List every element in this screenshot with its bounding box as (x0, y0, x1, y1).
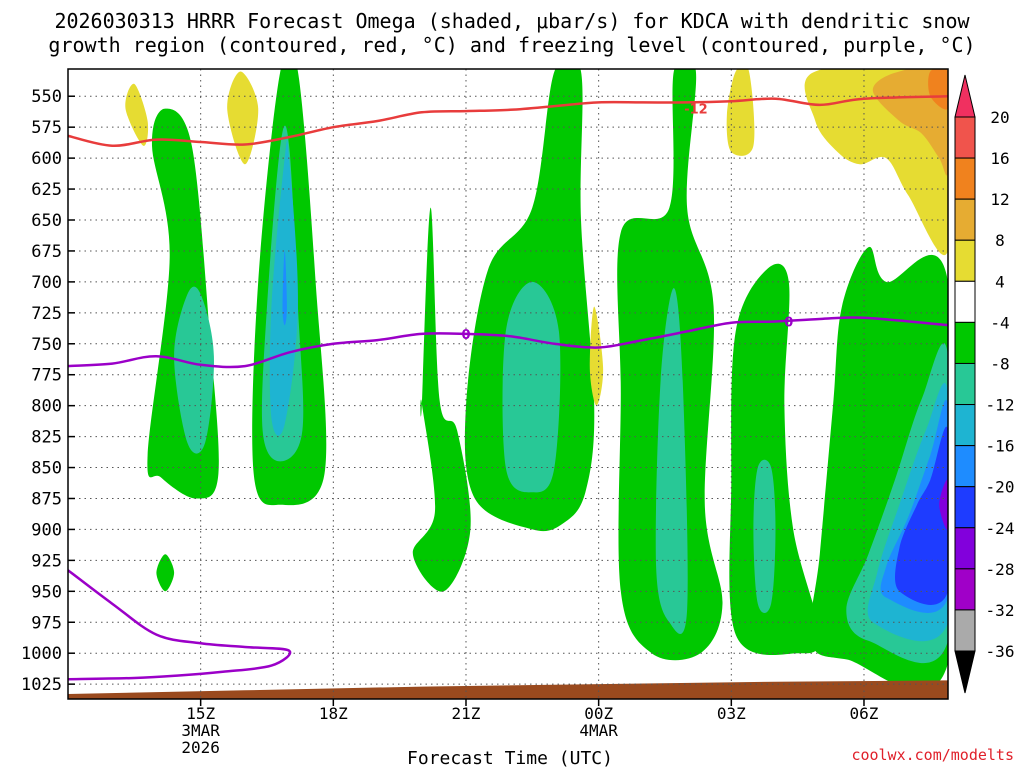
y-tick-label-625: 625 (31, 180, 62, 200)
plot-frame (67, 68, 949, 700)
y-tick-label-950: 950 (31, 582, 62, 602)
y-tick-label-975: 975 (31, 613, 62, 633)
terrain-ground (68, 680, 948, 699)
omega-region-neg4-2 (412, 207, 471, 592)
colorbar-segment-2 (954, 198, 976, 241)
omega-region-neg20-0 (895, 426, 948, 605)
y-tick-label-875: 875 (31, 489, 62, 509)
dendritic-contour-line-label: -12 (684, 103, 708, 118)
terrain-layer (68, 680, 948, 699)
x-tick-label-18Z-0: 18Z (319, 704, 348, 723)
contour-layer: -12 0 0 (68, 94, 948, 681)
x-tick-label-15Z-2: 2026 (181, 738, 220, 757)
y-tick-label-1000: 1000 (21, 644, 62, 664)
x-tick-label-00Z-1: 4MAR (579, 721, 618, 740)
omega-region-pos4-1 (227, 71, 259, 165)
y-tick-label-900: 900 (31, 520, 62, 540)
colorbar-tick-label-10: -24 (986, 519, 1015, 538)
colorbar-tick-label-6: -8 (990, 354, 1009, 373)
colorbar-tick-label-2: 12 (990, 190, 1009, 209)
grid-layer (68, 69, 948, 699)
x-tick-label-21Z-0: 21Z (452, 704, 481, 723)
colorbar-tick-label-7: -12 (986, 396, 1015, 415)
y-tick-label-1025: 1025 (21, 675, 62, 695)
y-tick-label-575: 575 (31, 118, 62, 138)
colorbar-top-arrow (954, 74, 976, 118)
colorbar-tick-label-3: 8 (995, 231, 1005, 250)
omega-region-neg4-5 (729, 263, 820, 655)
freezing-level-contour-1 (68, 569, 292, 681)
colorbar-segment-3 (954, 239, 976, 282)
omega-region-neg4-7 (156, 554, 175, 592)
omega-region-neg8-4 (753, 459, 776, 613)
colorbar-tick-label-0: 20 (990, 108, 1009, 127)
y-tick-label-750: 750 (31, 335, 62, 355)
y-tick-label-675: 675 (31, 242, 62, 262)
colorbar-tick-label-9: -20 (986, 478, 1015, 497)
omega-region-pos4-2 (589, 306, 604, 406)
freezing-level-contour-label-2: 0 (784, 315, 793, 330)
omega-region-pos4-3 (726, 69, 755, 156)
omega-region-neg16-0 (282, 250, 287, 326)
colorbar-segment-7 (954, 404, 976, 447)
x-tick-label-00Z-0: 00Z (584, 704, 613, 723)
colorbar-tick-label-13: -36 (986, 642, 1015, 661)
colorbar-tick-label-1: 16 (990, 149, 1009, 168)
y-tick-label-800: 800 (31, 397, 62, 417)
y-tick-label-700: 700 (31, 273, 62, 293)
omega-region-neg8-0 (174, 286, 214, 454)
colorbar-tick-label-8: -16 (986, 437, 1015, 456)
y-tick-label-650: 650 (31, 211, 62, 231)
x-tick-label-15Z-1: 3MAR (181, 721, 220, 740)
watermark: coolwx.com/modelts (851, 746, 1014, 764)
colorbar-bottom-arrow (954, 650, 976, 694)
colorbar-segment-4 (954, 280, 976, 323)
colorbar-segment-11 (954, 568, 976, 611)
y-tick-label-925: 925 (31, 551, 62, 571)
chart-title-line2: growth region (contoured, red, °C) and f… (48, 33, 975, 57)
omega-region-pos4-0 (125, 83, 149, 146)
omega-region-neg4-0 (147, 108, 219, 499)
x-axis-title: Forecast Time (UTC) (407, 748, 613, 768)
colorbar-segment-5 (954, 321, 976, 364)
colorbar-segment-0 (954, 116, 976, 159)
colorbar-segment-9 (954, 486, 976, 529)
y-axis: 550 575 600 625 650 675 700 725 750 775 800 825 850 8… (21, 87, 75, 695)
dendritic-contour-line (68, 94, 948, 147)
y-tick-label-850: 850 (31, 459, 62, 479)
omega-region-neg8-2 (502, 281, 561, 493)
chart-title-line1: 2026030313 HRRR Forecast Omega (shaded, … (54, 9, 970, 33)
colorbar-segment-12 (954, 609, 976, 652)
colorbar-tick-label-11: -28 (986, 560, 1015, 579)
y-tick-label-725: 725 (31, 304, 62, 324)
y-tick-label-825: 825 (31, 428, 62, 448)
colorbar-tick-label-12: -32 (986, 601, 1015, 620)
omega-region-pos12-0 (928, 69, 948, 110)
colorbar-segment-8 (954, 445, 976, 488)
freezing-level-contour-0-label: 0 (461, 328, 470, 343)
x-tick-label-03Z-0: 03Z (717, 704, 746, 723)
omega-region-neg24-0 (939, 479, 948, 530)
y-tick-label-775: 775 (31, 366, 62, 386)
x-tick-label-06Z-0: 06Z (850, 704, 879, 723)
colorbar-tick-label-5: -4 (990, 313, 1009, 332)
shading-layer (125, 69, 948, 691)
y-tick-label-600: 600 (31, 149, 62, 169)
colorbar-tick-label-4: 4 (995, 272, 1005, 291)
freezing-level-contour-0 (68, 316, 948, 369)
colorbar-segment-10 (954, 527, 976, 570)
x-tick-label-15Z-0: 15Z (186, 704, 215, 723)
y-tick-label-550: 550 (31, 87, 62, 107)
colorbar-segment-1 (954, 157, 976, 200)
colorbar: 20 16 12 8 4 -4 -8 -12 -16 -20 -24 -28 -32 -36 (954, 74, 1015, 694)
colorbar-segment-6 (954, 362, 976, 406)
